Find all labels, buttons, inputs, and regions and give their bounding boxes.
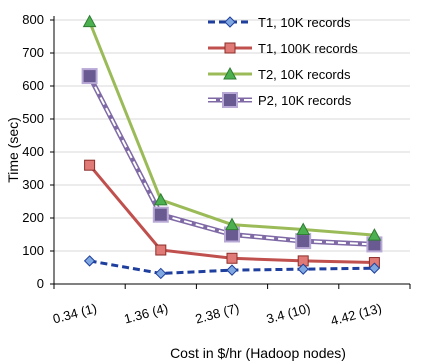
axes bbox=[50, 16, 411, 289]
series-3 bbox=[81, 68, 383, 253]
y-tick-label: 300 bbox=[22, 177, 44, 192]
y-tick-label: 600 bbox=[22, 78, 44, 93]
data-point bbox=[226, 252, 238, 264]
y-axis-label: Time (sec) bbox=[5, 117, 21, 183]
legend-marker bbox=[223, 66, 237, 80]
data-point bbox=[297, 263, 309, 275]
legend-item: T2, 10K records bbox=[208, 66, 351, 82]
data-point bbox=[82, 14, 97, 28]
data-point bbox=[155, 267, 167, 280]
y-tick-label: 700 bbox=[22, 45, 44, 60]
y-tick-label: 0 bbox=[37, 276, 44, 291]
x-tick-labels: 0.34 (1) 1.36 (4) 2.38 (7) 3.4 (10) 4.42 (13… bbox=[51, 300, 383, 328]
legend-marker bbox=[224, 42, 236, 54]
data-point bbox=[83, 255, 96, 267]
x-tick-label: 0.34 (1) bbox=[51, 300, 98, 326]
x-tick-label: 3.4 (10) bbox=[265, 300, 312, 326]
data-point bbox=[84, 159, 96, 171]
legend-label: P2, 10K records bbox=[258, 93, 352, 108]
x-tick-label: 4.42 (13) bbox=[329, 300, 383, 328]
legend: T1, 10K records T1, 100K records T2, 10K r… bbox=[208, 15, 358, 108]
data-point bbox=[368, 262, 381, 274]
data-point bbox=[155, 244, 167, 256]
data-point bbox=[153, 192, 168, 206]
data-point bbox=[152, 206, 169, 223]
y-tick-label: 100 bbox=[22, 243, 44, 258]
y-tick-labels: 0 100 200 300 400 500 600 700 800 bbox=[22, 12, 44, 291]
legend-item: T1, 10K records bbox=[208, 15, 351, 30]
x-axis-label: Cost in $/hr (Hadoop nodes) bbox=[170, 345, 346, 361]
legend-label: T1, 100K records bbox=[258, 41, 358, 56]
legend-marker bbox=[224, 16, 236, 28]
series-1 bbox=[84, 159, 380, 269]
series-0 bbox=[83, 255, 381, 280]
legend-label: T1, 10K records bbox=[258, 15, 351, 30]
data-point bbox=[295, 233, 312, 250]
legend-label: T2, 10K records bbox=[258, 67, 351, 82]
series-line bbox=[88, 164, 375, 265]
series-group bbox=[81, 14, 383, 280]
x-tick-label: 1.36 (4) bbox=[122, 300, 169, 326]
legend-item: P2, 10K records bbox=[208, 92, 352, 108]
data-point bbox=[81, 68, 98, 85]
x-tick-label: 2.38 (7) bbox=[194, 300, 241, 326]
series-2 bbox=[82, 14, 382, 241]
data-point bbox=[225, 217, 239, 231]
y-tick-label: 400 bbox=[22, 144, 44, 159]
y-tick-label: 200 bbox=[22, 210, 44, 225]
data-point bbox=[367, 228, 382, 241]
legend-marker bbox=[222, 92, 238, 108]
y-tick-label: 800 bbox=[22, 12, 44, 27]
y-tick-label: 500 bbox=[22, 111, 44, 126]
data-point bbox=[296, 222, 311, 236]
legend-item: T1, 100K records bbox=[208, 41, 358, 56]
data-point bbox=[226, 264, 238, 276]
